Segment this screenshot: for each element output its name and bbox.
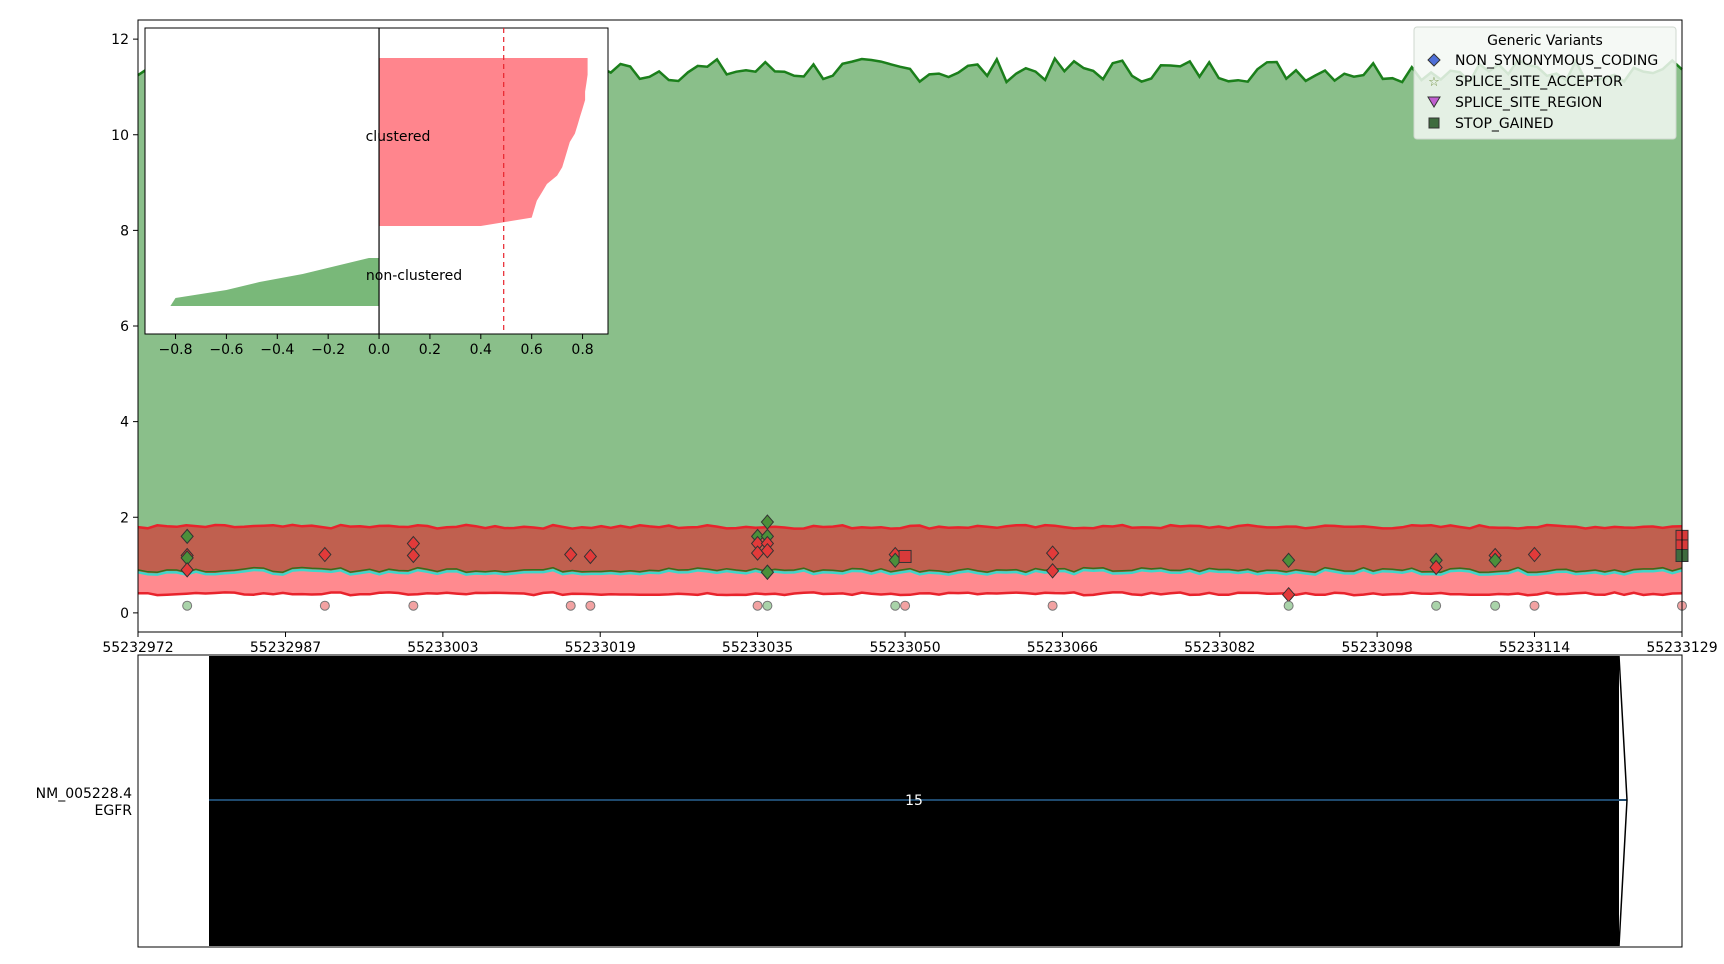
legend-box <box>1413 26 1677 140</box>
baseline-point <box>1283 600 1294 611</box>
legend-label: SPLICE_SITE_ACCEPTOR <box>1455 74 1623 90</box>
variant-marker-diamond <box>1281 552 1296 569</box>
legend: Generic Variants NON_SYNONYMOUS_CODING ☆ S… <box>1413 26 1677 140</box>
inset-x-tick-label: −0.2 <box>311 342 345 358</box>
variant-marker-square <box>898 549 912 563</box>
legend-items: NON_SYNONYMOUS_CODING ☆ SPLICE_SITE_ACCEPT… <box>1427 53 1658 132</box>
x-tick-label: 55233066 <box>1027 640 1098 656</box>
baseline-point <box>408 600 419 611</box>
legend-label: SPLICE_SITE_REGION <box>1455 95 1602 111</box>
variant-marker-diamond <box>760 564 775 581</box>
inset-x-tick-label: −0.8 <box>159 342 193 358</box>
inset-x-tick-label: −0.4 <box>260 342 294 358</box>
variant-marker-diamond <box>564 546 578 563</box>
inset-axis-ticks: −0.8 −0.6 −0.4 −0.2 0.0 0.2 0.4 0.6 0.8 <box>159 334 594 358</box>
y-tick-label: 2 <box>120 510 129 526</box>
x-tick-label: 55233050 <box>869 640 940 656</box>
inset-x-tick-label: 0.8 <box>571 342 593 358</box>
strand-arrow <box>1618 655 1628 947</box>
x-tick-label: 55233129 <box>1646 640 1717 656</box>
y-tick-label: 4 <box>120 415 129 431</box>
main-axis-ticks: 0 2 4 6 8 10 12 55232972 55232987 55233003 5523301… <box>102 32 1717 656</box>
baseline-point <box>585 600 596 611</box>
transcript-axes-frame <box>137 654 1683 948</box>
inset-label-nonclustered: non-clustered <box>366 268 462 284</box>
baseline-point <box>762 600 773 611</box>
variant-marker-diamond <box>1527 546 1542 563</box>
variant-marker-diamond <box>406 547 421 564</box>
legend-marker-square <box>1428 117 1440 129</box>
baseline-point <box>900 600 911 611</box>
x-tick-label: 55233035 <box>722 640 793 656</box>
gene-label: EGFR <box>95 803 133 819</box>
inset-nonclustered-area <box>170 258 380 306</box>
baseline-point <box>565 600 576 611</box>
inset-x-tick-label: −0.6 <box>209 342 243 358</box>
cyan-mid-line <box>137 568 1683 576</box>
baseline-point <box>1529 600 1540 611</box>
x-tick-label: 55232972 <box>102 640 173 656</box>
baseline-point <box>752 600 763 611</box>
transcript-plot <box>209 655 1628 947</box>
red-lower-band <box>138 569 1682 596</box>
legend-title: Generic Variants <box>1487 33 1603 49</box>
inset-x-tick-label: 0.2 <box>419 342 441 358</box>
inset-label-clustered: clustered <box>366 129 431 145</box>
legend-label: STOP_GAINED <box>1455 116 1554 132</box>
variant-marker-diamond <box>1045 563 1060 579</box>
transcript-id-label: NM_005228.4 <box>36 786 132 802</box>
baseline-point <box>1431 600 1442 611</box>
legend-marker-star: ☆ <box>1428 75 1440 90</box>
inset-plot <box>170 28 588 334</box>
x-tick-label: 55233098 <box>1342 640 1413 656</box>
variant-marker-diamond <box>318 546 332 563</box>
variant-marker-diamond <box>760 542 775 559</box>
variant-marker-diamond <box>180 528 194 545</box>
red-lower-line <box>137 591 1683 597</box>
red-upper-line <box>137 523 1683 530</box>
inset-x-tick-label: 0.6 <box>521 342 543 358</box>
x-tick-label: 55233114 <box>1499 640 1570 656</box>
variant-marker-diamond <box>1045 545 1060 561</box>
red-upper-band <box>138 524 1682 575</box>
x-tick-label: 55233019 <box>565 640 636 656</box>
y-tick-label: 12 <box>111 32 129 48</box>
inset-x-tick-label: 0.4 <box>470 342 492 358</box>
inset-x-tick-label: 0.0 <box>368 342 390 358</box>
inset-clustered-area <box>379 58 588 226</box>
baseline-point <box>319 600 330 611</box>
y-tick-label: 0 <box>120 606 129 622</box>
legend-marker-diamond <box>1427 53 1441 67</box>
variant-marker-diamond <box>1488 552 1502 569</box>
baseline-point <box>182 600 193 611</box>
baseline-point <box>1047 600 1058 611</box>
exon-number-label: 15 <box>905 793 923 809</box>
y-tick-label: 10 <box>111 128 129 144</box>
y-tick-label: 6 <box>120 319 129 335</box>
variant-marker-diamond <box>1429 559 1443 576</box>
x-tick-label: 55233082 <box>1184 640 1255 656</box>
variant-marker-diamond <box>180 562 194 578</box>
baseline-point <box>890 600 901 611</box>
legend-label: NON_SYNONYMOUS_CODING <box>1455 53 1658 69</box>
y-tick-label: 8 <box>120 223 129 239</box>
legend-marker-triangle <box>1427 96 1441 108</box>
x-tick-label: 55233003 <box>407 640 478 656</box>
olive-mid-line <box>137 566 1683 573</box>
variant-marker-diamond <box>583 548 598 565</box>
baseline-point <box>1490 600 1501 611</box>
x-tick-label: 55232987 <box>250 640 321 656</box>
